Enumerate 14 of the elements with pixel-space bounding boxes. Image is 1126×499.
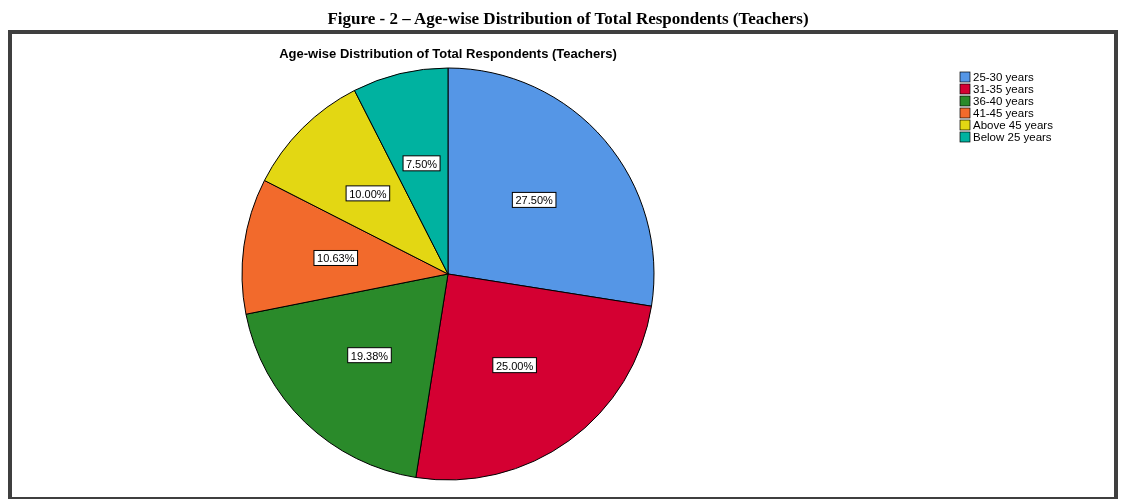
legend-label: 36-40 years [973, 95, 1034, 107]
data-label: 10.00% [349, 187, 387, 200]
data-label: 27.50% [515, 194, 554, 207]
legend-label: 31-35 years [973, 83, 1034, 95]
legend-label: Below 25 years [973, 131, 1052, 143]
data-label: 25.00% [495, 359, 534, 372]
data-label: 7.50% [405, 157, 438, 170]
data-label: 10.63% [317, 252, 355, 265]
chart-title: Age-wise Distribution of Total Respondents (Teachers) [279, 46, 617, 61]
legend-label: 25-30 years [973, 71, 1034, 83]
legend-label: Above 45 years [973, 119, 1054, 131]
data-label: 19.38% [350, 349, 389, 362]
text: Figure - 2 – Age-wise Distribution of Total Respondents (Teachers) [327, 9, 809, 28]
legend-label: 41-45 years [973, 107, 1034, 119]
